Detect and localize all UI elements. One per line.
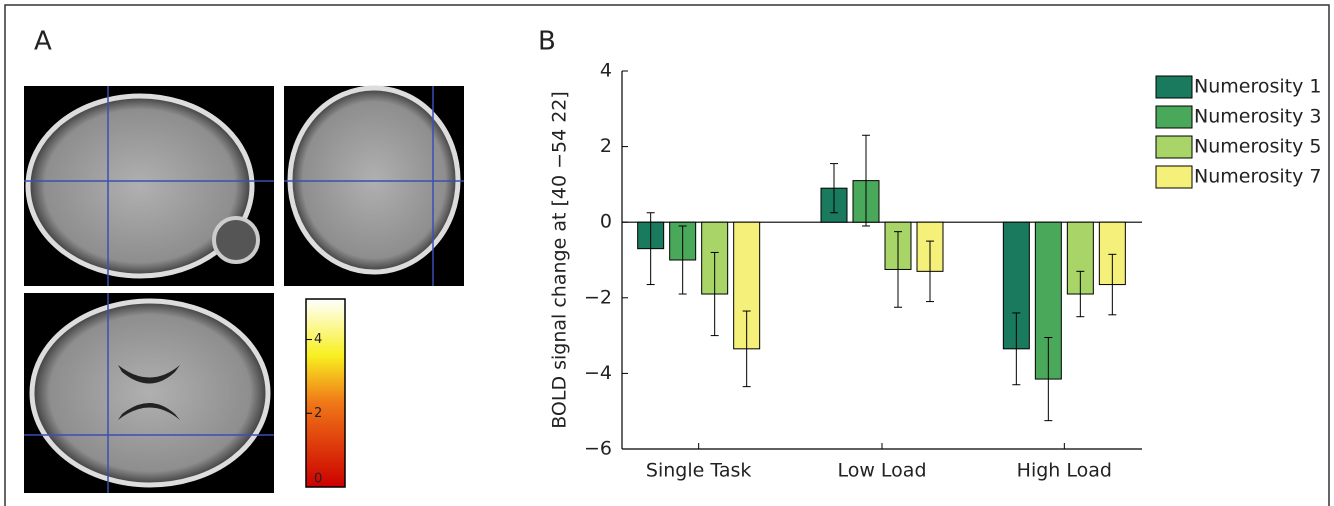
legend-label: Numerosity 5 — [1194, 136, 1321, 158]
colorbar-tick-label: 0 — [314, 472, 322, 487]
panel-label: A — [34, 27, 52, 57]
y-tick-label: −6 — [584, 438, 612, 460]
legend-swatch — [1155, 105, 1193, 129]
colorbar-tick-label: 2 — [314, 406, 322, 421]
frame — [4, 4, 1330, 506]
error-bar — [678, 225, 687, 295]
error-bar — [1012, 312, 1021, 386]
error-bar — [710, 251, 719, 337]
legend-swatch — [1155, 75, 1193, 99]
sagittal-slice — [24, 86, 274, 286]
colorbar: 0 2 4 — [305, 298, 346, 488]
coronal-slice — [284, 85, 464, 286]
y-tick-label: −2 — [584, 286, 612, 308]
error-bar — [1108, 253, 1117, 316]
y-tick-label: 0 — [600, 211, 612, 233]
legend-swatch — [1155, 135, 1193, 159]
legend-swatch — [1155, 165, 1193, 189]
y-tick-label: −4 — [584, 362, 612, 384]
x-tick-label: High Load — [1017, 460, 1112, 482]
error-bar — [830, 163, 838, 214]
legend-label: Numerosity 7 — [1194, 166, 1321, 188]
error-bar — [1044, 336, 1053, 422]
error-bar — [742, 310, 751, 388]
error-bar — [926, 240, 934, 303]
error-bar — [862, 134, 870, 227]
legend-label: Numerosity 3 — [1194, 106, 1321, 128]
y-tick-label: 4 — [600, 60, 612, 82]
x-tick-label: Low Load — [837, 460, 926, 482]
panel-label: B — [538, 27, 556, 57]
error-bar — [1076, 270, 1085, 318]
error-bar — [894, 231, 902, 308]
colorbar-tick-label: 4 — [314, 332, 322, 347]
bar-chart: −6 −4 −2 0 2 4 BOLD signal change at [40 −54 2… — [549, 60, 1322, 482]
legend-label: Numerosity 1 — [1194, 76, 1321, 98]
error-bar — [646, 212, 655, 286]
y-tick-label: 2 — [600, 135, 612, 157]
y-axis-label: BOLD signal change at [40 −54 22] — [549, 91, 571, 429]
axial-slice — [24, 293, 274, 493]
x-tick-label: Single Task — [646, 460, 751, 482]
